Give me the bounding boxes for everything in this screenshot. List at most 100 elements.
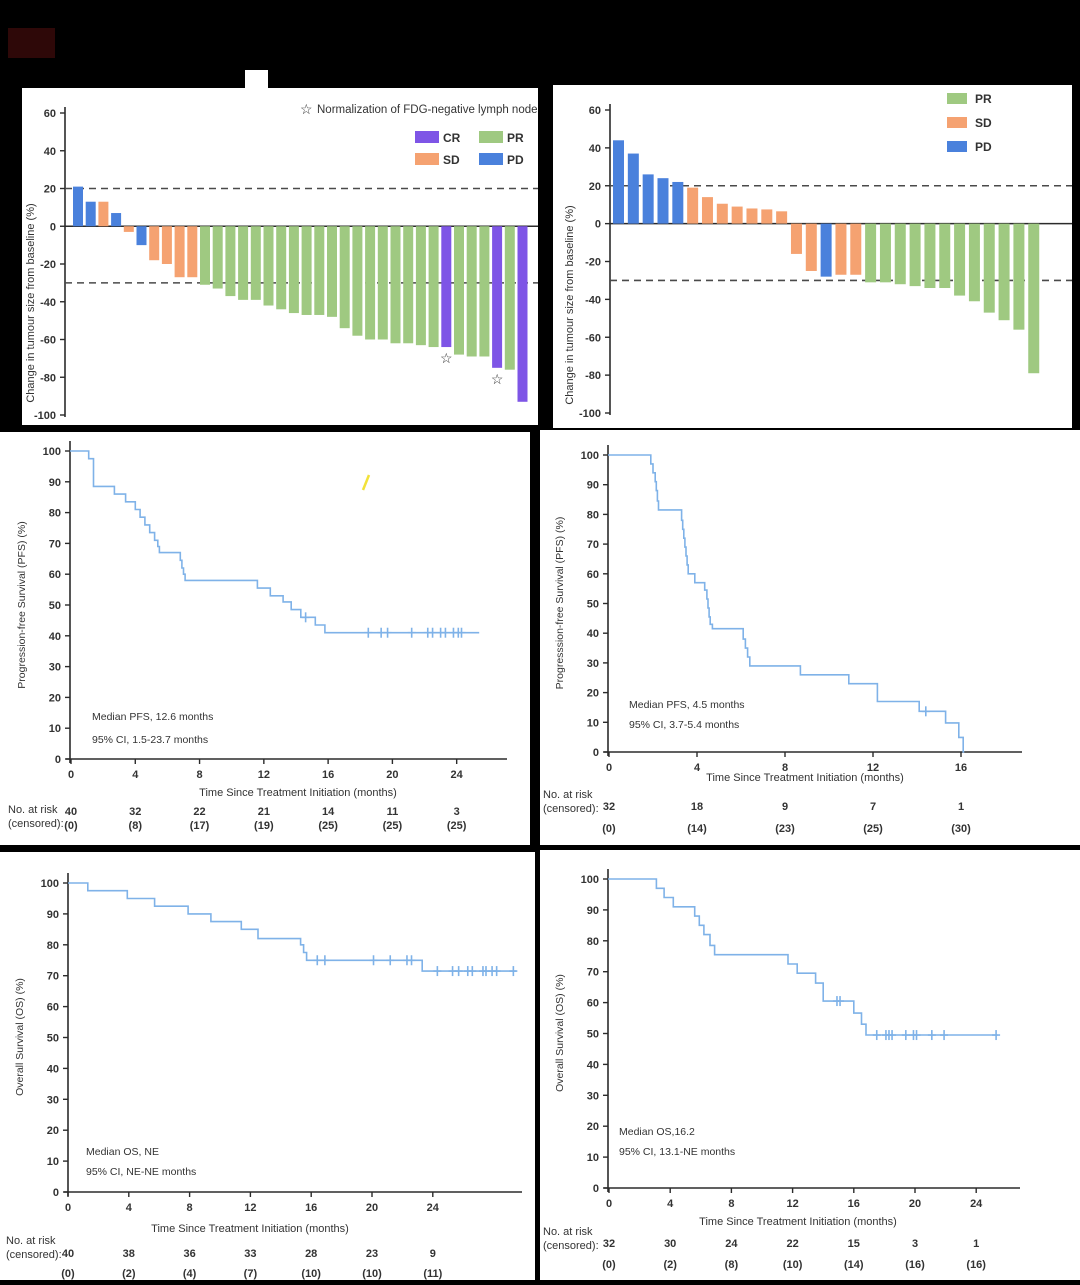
risk-n: 9 — [430, 1248, 436, 1260]
risk-censored: (14) — [844, 1259, 864, 1271]
y-tick-label: 70 — [47, 971, 59, 983]
bar-pr — [504, 226, 515, 370]
y-tick-label: 60 — [49, 569, 61, 581]
bar-sd — [731, 206, 743, 224]
risk-header-2: (censored): — [543, 1240, 599, 1252]
bar-pr — [390, 226, 401, 344]
y-axis-title: Change in tumour size from baseline (%) — [25, 203, 37, 402]
y-tick-label: 30 — [47, 1094, 59, 1106]
bar-pr — [301, 226, 312, 315]
legend-swatch-cr — [415, 131, 439, 143]
bar-sd — [716, 203, 728, 224]
x-tick-label: 0 — [68, 769, 74, 781]
y-tick-label: 30 — [49, 662, 61, 674]
y-axis-title: Progression-free Survival (PFS) (%) — [16, 521, 28, 688]
bar-pr — [377, 226, 388, 340]
os-panel-a: 0 10 20 30 40 50 60 70 80 90 100 0 4 8 12 16 20 24 Overall… — [0, 852, 535, 1280]
legend: PR SD PD — [947, 92, 992, 154]
bar-pr — [276, 226, 287, 310]
risk-n: 24 — [725, 1238, 738, 1250]
bar-pd — [642, 174, 654, 224]
risk-censored: (25) — [447, 820, 467, 832]
y-tick-label: -60 — [585, 332, 601, 344]
bar-sd — [746, 208, 758, 224]
bar-pr — [352, 226, 363, 336]
y-tick-label: 20 — [44, 184, 56, 196]
risk-censored: (8) — [129, 820, 143, 832]
annotation-1: 95% CI, 13.1-NE months — [619, 1146, 735, 1158]
y-tick-label: 100 — [581, 450, 599, 462]
bar-sd — [174, 226, 185, 278]
x-tick-label: 16 — [955, 762, 967, 774]
bar-pd — [613, 140, 624, 224]
x-axis-title: Time Since Treatment Initiation (months) — [706, 772, 904, 784]
x-tick-label: 8 — [728, 1198, 734, 1210]
bar-sd — [850, 223, 862, 275]
risk-censored: (0) — [64, 820, 78, 832]
legend-label-sd: SD — [443, 153, 460, 167]
x-tick-label: 12 — [258, 769, 270, 781]
y-tick-label: 40 — [44, 146, 56, 158]
y-tick-label: 20 — [587, 688, 599, 700]
risk-n: 3 — [454, 806, 460, 818]
y-tick-label: 90 — [587, 905, 599, 917]
risk-header-1: No. at risk — [6, 1235, 56, 1247]
x-tick-label: 4 — [132, 769, 139, 781]
annotation-0: Median PFS, 12.6 months — [92, 711, 213, 723]
y-tick-label: 70 — [587, 967, 599, 979]
y-tick-label: -100 — [34, 410, 56, 422]
legend-swatch-sd — [415, 153, 439, 165]
x-tick-label: 16 — [305, 1202, 317, 1214]
y-tick-label: 100 — [581, 874, 599, 886]
risk-n: 28 — [305, 1248, 317, 1260]
risk-n: 22 — [786, 1238, 798, 1250]
legend-label-pd: PD — [507, 153, 524, 167]
risk-header-2: (censored): — [6, 1249, 62, 1261]
legend-label-pr: PR — [507, 131, 524, 145]
y-tick-label: 20 — [49, 692, 61, 704]
legend-swatch-pr — [947, 93, 967, 104]
x-tick-label: 8 — [782, 762, 788, 774]
censor-marks — [301, 612, 466, 638]
legend-swatch-pd — [479, 153, 503, 165]
risk-n: 7 — [870, 801, 876, 813]
x-tick-label: 12 — [867, 762, 879, 774]
legend: CR PR SD PD — [415, 131, 524, 167]
bar-sd — [761, 209, 773, 224]
risk-censored: (0) — [61, 1268, 75, 1280]
bar-sd — [161, 226, 172, 264]
risk-censored: (10) — [783, 1259, 803, 1271]
y-axis-title: Overall Survival (OS) (%) — [14, 978, 26, 1096]
page-notch — [245, 70, 268, 90]
waterfall-panel-b: 60 40 20 0 -20 -40 -60 -80 -100 Change in tumour … — [553, 85, 1072, 428]
risk-table: No. at risk (censored): 32 (0) 18 (14) 9 (23) 7 (… — [543, 789, 971, 835]
legend-label-pr: PR — [975, 92, 992, 106]
bar-pr — [865, 223, 877, 283]
bar-pr — [238, 226, 249, 300]
x-tick-label: 0 — [606, 1198, 612, 1210]
y-tick-label: 90 — [47, 909, 59, 921]
legend-swatch-pr — [479, 131, 503, 143]
y-tick-label: 0 — [593, 747, 599, 759]
star-marker: ☆ — [491, 371, 504, 387]
waterfall-a-svg: 60 40 20 0 -20 -40 -60 -80 -100 Change in tumour … — [25, 101, 538, 422]
bar-pd — [111, 213, 122, 227]
risk-n: 33 — [244, 1248, 256, 1260]
y-tick-label: -20 — [40, 259, 56, 271]
risk-table: No. at risk (censored): 40 (0) 38 (2) 36 (4) 33 (… — [6, 1235, 443, 1280]
risk-censored: (30) — [951, 823, 971, 835]
y-tick-label: 20 — [587, 1121, 599, 1133]
bar-cr — [441, 226, 452, 348]
annotation-1: 95% CI, NE-NE months — [86, 1166, 196, 1178]
star-icon: ☆ — [300, 101, 313, 117]
risk-n: 3 — [912, 1238, 918, 1250]
annotation-1: 95% CI, 1.5-23.7 months — [92, 734, 208, 746]
y-tick-label: 10 — [587, 1152, 599, 1164]
x-tick-label: 20 — [366, 1202, 378, 1214]
risk-censored: (16) — [905, 1259, 925, 1271]
bars — [613, 140, 1040, 374]
risk-censored: (23) — [775, 823, 795, 835]
x-tick-label: 4 — [667, 1198, 674, 1210]
bar-pr — [1013, 223, 1025, 330]
bar-pr — [403, 226, 414, 344]
